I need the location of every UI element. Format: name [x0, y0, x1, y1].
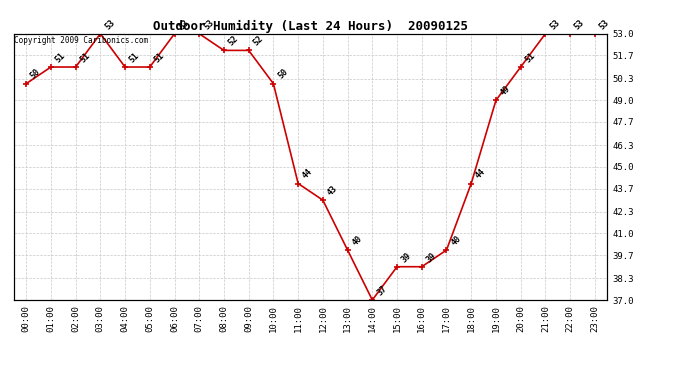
Text: 51: 51 — [152, 51, 166, 64]
Title: Outdoor Humidity (Last 24 Hours)  20090125: Outdoor Humidity (Last 24 Hours) 2009012… — [153, 20, 468, 33]
Text: 37: 37 — [375, 284, 388, 297]
Text: 53: 53 — [548, 18, 562, 31]
Text: 51: 51 — [128, 51, 141, 64]
Text: Copyright 2009 Caribonics.com: Copyright 2009 Caribonics.com — [14, 36, 148, 45]
Text: 53: 53 — [573, 18, 586, 31]
Text: 50: 50 — [276, 68, 290, 81]
Text: 44: 44 — [301, 167, 315, 181]
Text: 39: 39 — [424, 251, 438, 264]
Text: 53: 53 — [598, 18, 611, 31]
Text: 52: 52 — [251, 34, 265, 48]
Text: 39: 39 — [400, 251, 413, 264]
Text: 51: 51 — [79, 51, 92, 64]
Text: 50: 50 — [29, 68, 42, 81]
Text: 51: 51 — [54, 51, 67, 64]
Text: 40: 40 — [449, 234, 463, 247]
Text: 49: 49 — [499, 84, 512, 98]
Text: 51: 51 — [524, 51, 537, 64]
Text: 44: 44 — [474, 167, 487, 181]
Text: 40: 40 — [351, 234, 364, 247]
Text: 43: 43 — [326, 184, 339, 197]
Text: 53: 53 — [177, 18, 190, 31]
Text: 52: 52 — [227, 34, 240, 48]
Text: 53: 53 — [202, 18, 215, 31]
Text: 53: 53 — [103, 18, 117, 31]
